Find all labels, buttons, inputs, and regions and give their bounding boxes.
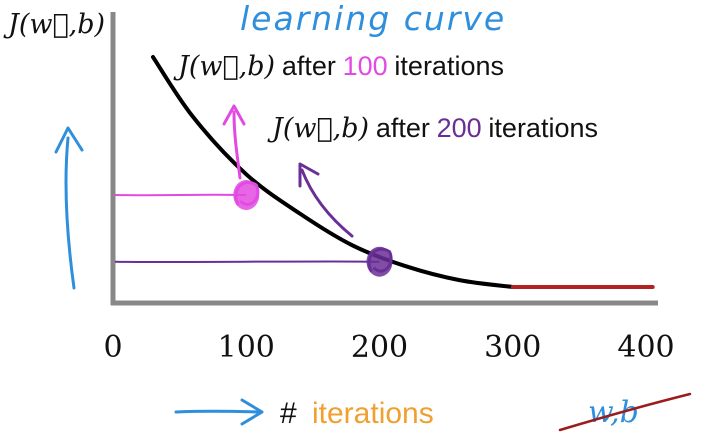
annotation-100-prefix: J(w⃗,b): [173, 51, 275, 82]
x-axis-label-hash: #: [280, 397, 297, 430]
annotation-200-arrow-head-icon: [298, 162, 320, 188]
strike-through-line: [558, 392, 692, 432]
annotation-100-number: 100: [343, 51, 388, 81]
x-axis-label: iterations: [312, 397, 434, 430]
marker-200: [366, 246, 393, 277]
x-tick-label-200: 200: [351, 330, 408, 365]
annotation-100-after: iterations: [394, 51, 504, 81]
x-tick-label-300: 300: [484, 330, 541, 365]
annotation-200-before: after: [376, 113, 430, 143]
annotation-200-prefix: J(w⃗,b): [267, 113, 369, 144]
x-tick-label-400: 400: [617, 330, 674, 365]
annotation-200-number: 200: [437, 113, 482, 143]
x-arrow-head-icon: [240, 398, 264, 426]
x-tick-label-100: 100: [218, 330, 275, 365]
annotation-200-arrow-icon: [300, 168, 354, 238]
annotation-100-arrow-head-icon: [222, 104, 246, 126]
x-tick-label-0: 0: [103, 330, 122, 365]
cost-curve-line: [150, 55, 515, 289]
chart-title: learning curve: [240, 0, 506, 38]
annotation-200-after: iterations: [488, 113, 598, 143]
guide-line-100: [114, 193, 247, 197]
annotation-100-before: after: [282, 51, 336, 81]
y-axis-label: J(w⃗,b): [3, 9, 105, 40]
x-arrow-icon: [174, 409, 260, 414]
marker-100: [233, 180, 260, 210]
annotation-200: J(w⃗,b) after 200 iterations: [267, 113, 598, 144]
guide-line-200: [114, 260, 380, 263]
crossed-out-params: w,b: [588, 395, 639, 430]
annotation-100: J(w⃗,b) after 100 iterations: [173, 51, 504, 82]
annotation-100-arrow-icon: [232, 110, 242, 180]
y-arrow-head-icon: [54, 126, 84, 154]
y-arrow-icon: [64, 136, 76, 290]
